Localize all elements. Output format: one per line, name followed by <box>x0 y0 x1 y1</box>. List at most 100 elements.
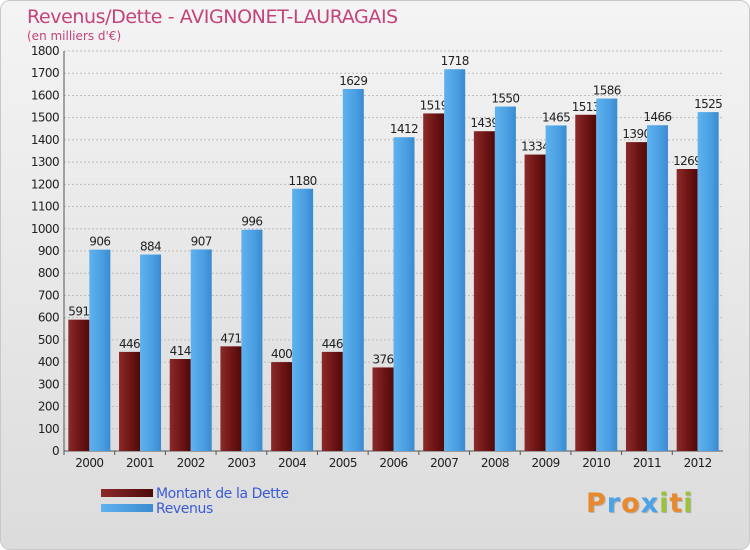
logo-letter: i <box>683 488 694 519</box>
data-label: 906 <box>89 235 110 249</box>
x-tick-label: 2012 <box>684 456 712 470</box>
logo-letter: x <box>640 488 660 519</box>
y-tick-label: 300 <box>38 377 59 391</box>
data-label: 1519 <box>420 98 448 112</box>
legend-label-revenus: Revenus <box>156 501 213 517</box>
data-label: 1269 <box>673 154 701 168</box>
data-label: 1334 <box>521 140 549 154</box>
y-tick-label: 1000 <box>31 222 59 236</box>
bar-dette <box>169 359 191 451</box>
bar-revenus <box>596 98 618 452</box>
bar-revenus <box>190 249 212 451</box>
y-tick-label: 1800 <box>31 44 59 58</box>
bar-revenus <box>140 254 162 451</box>
bar-dette <box>372 367 394 451</box>
proxiti-logo: Proxiti <box>586 488 694 519</box>
data-label: 471 <box>220 331 241 345</box>
y-tick-label: 1100 <box>31 200 59 214</box>
logo-letter: i <box>659 488 670 519</box>
data-label: 1525 <box>694 97 722 111</box>
y-tick-label: 700 <box>38 288 59 302</box>
x-tick-label: 2009 <box>532 456 560 470</box>
data-label: 446 <box>322 337 343 351</box>
data-label: 1629 <box>339 74 367 88</box>
bar-revenus <box>697 112 719 451</box>
legend-swatch-revenus <box>101 504 153 512</box>
data-label: 400 <box>271 347 292 361</box>
y-tick-label: 900 <box>38 244 59 258</box>
data-label: 1586 <box>593 84 621 98</box>
x-tick-label: 2007 <box>430 456 458 470</box>
y-tick-label: 100 <box>38 422 59 436</box>
y-tick-label: 600 <box>38 311 59 325</box>
y-tick-label: 200 <box>38 400 59 414</box>
bar-dette <box>473 131 495 451</box>
bar-dette <box>575 114 597 452</box>
bar-dette <box>321 351 343 451</box>
data-label: 1513 <box>572 100 600 114</box>
bar-revenus <box>545 125 567 451</box>
data-label: 1390 <box>622 127 650 141</box>
x-tick-label: 2004 <box>278 456 306 470</box>
data-label: 1718 <box>441 54 469 68</box>
data-label: 446 <box>119 337 140 351</box>
x-tick-label: 2003 <box>227 456 255 470</box>
data-label: 1412 <box>390 122 418 136</box>
x-tick-label: 2010 <box>582 456 610 470</box>
y-tick-label: 1300 <box>31 155 59 169</box>
bar-revenus <box>494 106 516 452</box>
data-label: 884 <box>140 240 161 254</box>
x-tick-label: 2005 <box>329 456 357 470</box>
bar-dette <box>524 154 546 452</box>
data-label: 1439 <box>470 116 498 130</box>
data-label: 1466 <box>643 110 671 124</box>
bar-dette <box>220 346 242 451</box>
x-tick-label: 2011 <box>633 456 661 470</box>
data-label: 1550 <box>491 92 519 106</box>
x-tick-label: 2000 <box>75 456 103 470</box>
bar-revenus <box>646 125 668 451</box>
bar-revenus <box>444 69 466 451</box>
data-label: 376 <box>372 352 393 366</box>
data-label: 1180 <box>289 174 317 188</box>
bar-dette <box>625 142 647 451</box>
x-tick-label: 2006 <box>379 456 407 470</box>
bar-dette <box>271 362 293 451</box>
x-tick-label: 2008 <box>481 456 509 470</box>
y-tick-label: 1500 <box>31 111 59 125</box>
y-tick-label: 800 <box>38 266 59 280</box>
y-tick-label: 0 <box>52 444 59 458</box>
legend-label-dette: Montant de la Dette <box>156 486 289 502</box>
y-tick-label: 1600 <box>31 88 59 102</box>
bar-revenus <box>342 89 364 451</box>
data-label: 591 <box>68 305 89 319</box>
y-tick-label: 1700 <box>31 66 59 80</box>
y-tick-label: 1200 <box>31 177 59 191</box>
logo-letter: t <box>669 488 684 519</box>
x-tick-label: 2002 <box>177 456 205 470</box>
bar-dette <box>423 113 445 451</box>
bar-revenus <box>393 137 415 451</box>
data-label: 996 <box>241 215 262 229</box>
bar-dette <box>68 319 90 451</box>
y-tick-label: 500 <box>38 333 59 347</box>
y-tick-label: 1400 <box>31 133 59 147</box>
bar-revenus <box>89 249 111 451</box>
chart-subtitle: (en milliers d'€) <box>27 29 122 43</box>
bar-dette <box>119 351 141 451</box>
bar-revenus <box>292 188 314 451</box>
logo-letter: o <box>621 488 641 519</box>
logo-letter: P <box>586 488 607 519</box>
legend-swatch-dette <box>101 489 153 497</box>
y-tick-label: 400 <box>38 355 59 369</box>
x-tick-label: 2001 <box>126 456 154 470</box>
data-label: 907 <box>191 234 212 248</box>
logo-letter: r <box>606 488 622 519</box>
data-label: 1465 <box>542 110 570 124</box>
data-label: 414 <box>170 344 191 358</box>
chart-title: Revenus/Dette - AVIGNONET-LAURAGAIS <box>27 6 398 28</box>
bar-revenus <box>241 229 263 451</box>
bar-dette <box>676 169 698 451</box>
